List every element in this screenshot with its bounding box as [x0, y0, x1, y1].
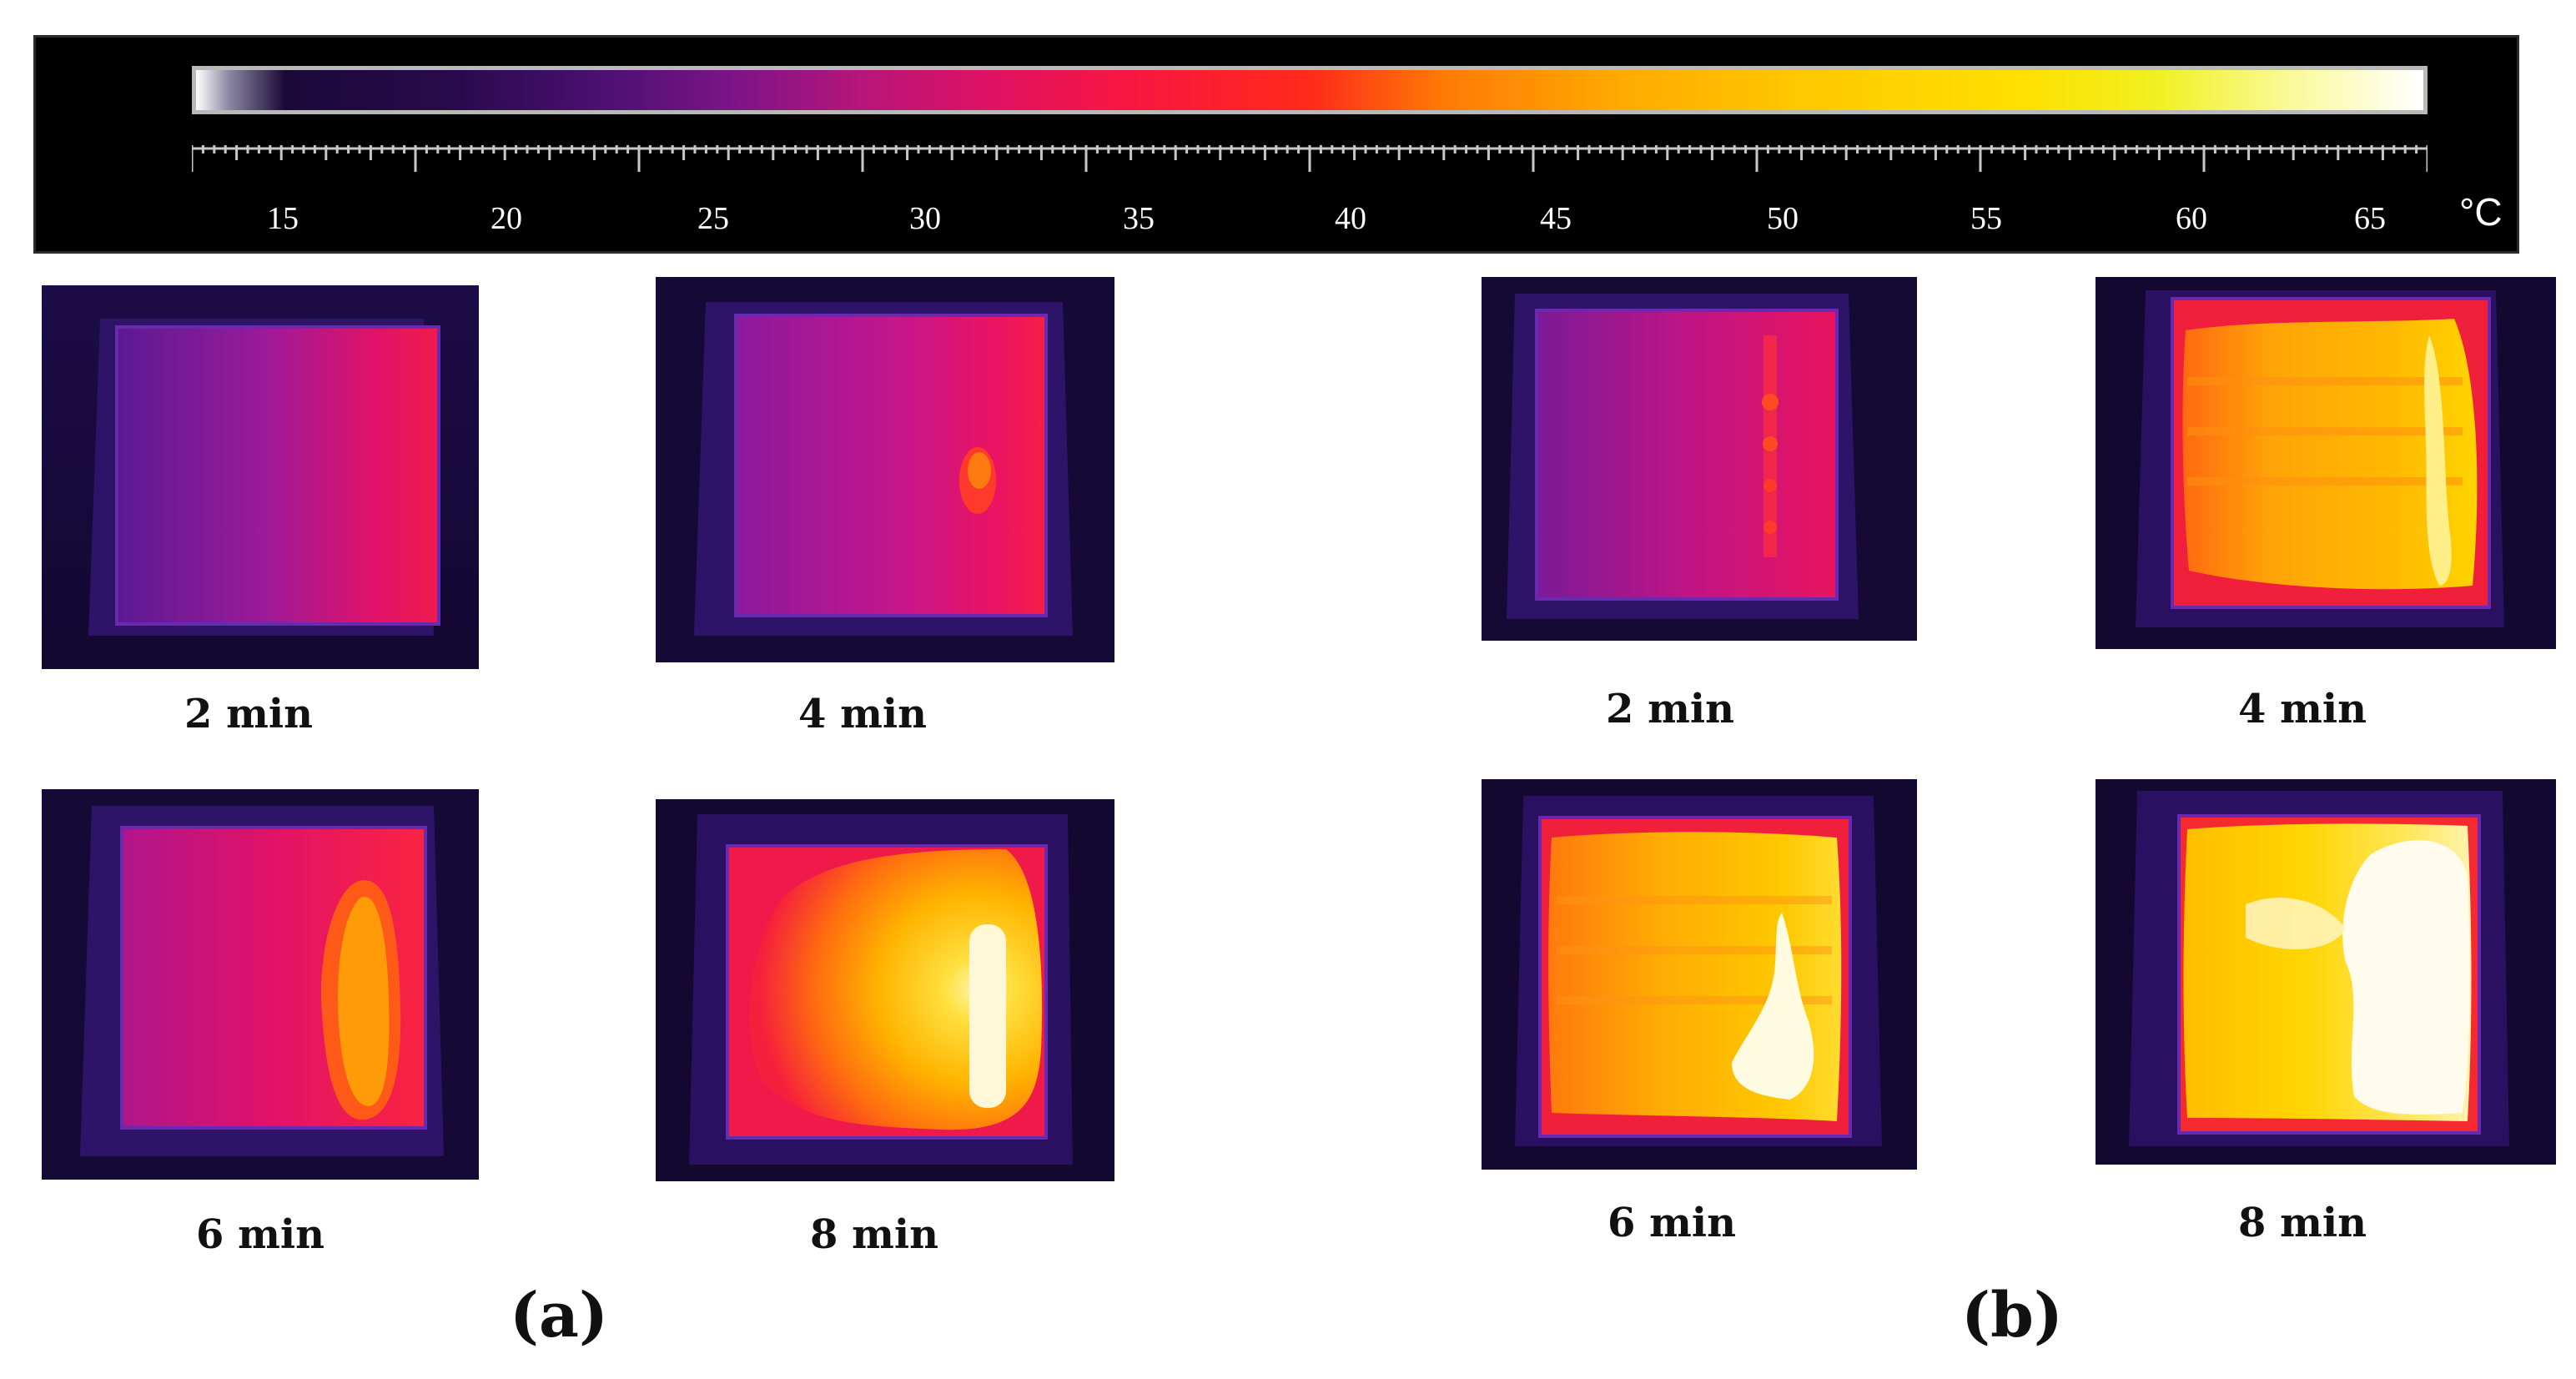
tick-label-25: 25: [697, 201, 729, 236]
caption-a-2min: 2 min: [184, 691, 314, 737]
thermal-image-a-2min: [42, 285, 479, 669]
thermal-image-a-8min: [656, 799, 1114, 1181]
thermal-image-b-4min: [2096, 277, 2556, 649]
tick-label-60: 60: [2176, 201, 2207, 236]
tick-label-35: 35: [1123, 201, 1155, 236]
tick-label-45: 45: [1540, 201, 1572, 236]
tick-label-15: 15: [267, 201, 299, 236]
thermal-image-b-2min: [1482, 277, 1917, 641]
caption-a-4min: 4 min: [797, 691, 928, 737]
panel-label-b: (b): [1961, 1280, 2063, 1351]
caption-a-8min: 8 min: [809, 1211, 939, 1258]
tick-label-65: 65: [2354, 201, 2386, 236]
tick-label-55: 55: [1970, 201, 2002, 236]
caption-b-6min: 6 min: [1607, 1200, 1737, 1246]
caption-b-8min: 8 min: [2237, 1200, 2367, 1246]
caption-b-4min: 4 min: [2237, 686, 2367, 732]
tick-label-40: 40: [1335, 201, 1366, 236]
tick-label-30: 30: [909, 201, 941, 236]
thermal-image-b-8min: [2096, 779, 2556, 1165]
colorbar-tick-labels: 15 20 25 30 35 40 45 50 55 60 65: [33, 194, 2519, 244]
caption-b-2min: 2 min: [1605, 686, 1735, 732]
thermal-image-a-4min: [656, 277, 1114, 662]
tick-label-50: 50: [1767, 201, 1799, 236]
thermal-image-a-6min: [42, 789, 479, 1180]
colorbar-gradient: [192, 66, 2428, 114]
colorbar-unit-label: °C: [2459, 190, 2503, 234]
colorbar-ticks: [192, 145, 2428, 172]
tick-label-20: 20: [491, 201, 522, 236]
temperature-colorbar: 15 20 25 30 35 40 45 50 55 60 65 °C: [33, 35, 2519, 254]
panel-label-a: (a): [510, 1280, 608, 1351]
thermal-image-b-6min: [1482, 779, 1917, 1170]
caption-a-6min: 6 min: [195, 1211, 325, 1258]
